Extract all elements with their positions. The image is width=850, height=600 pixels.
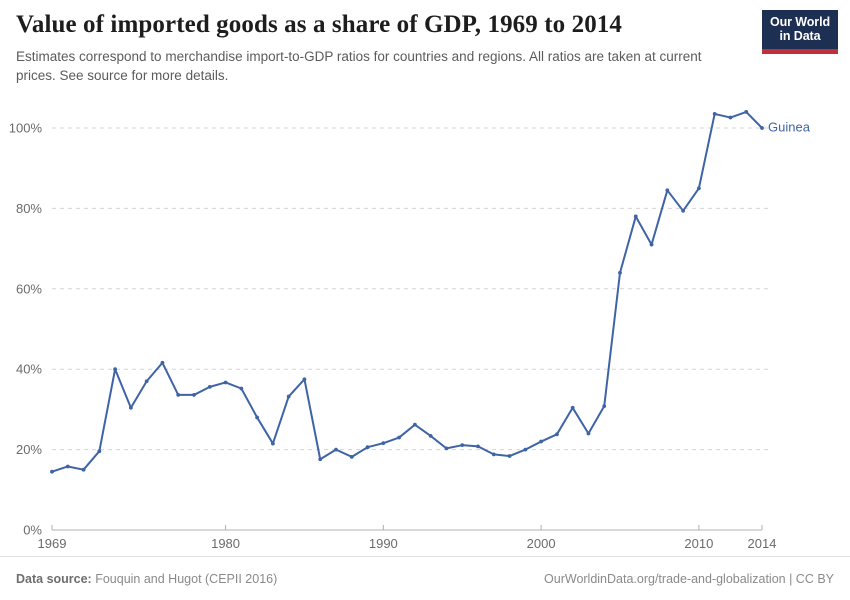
gridlines-group [52,127,768,451]
series-labels-group: Guinea [768,119,811,134]
data-point[interactable] [491,452,496,457]
data-point[interactable] [507,454,512,458]
data-point[interactable] [97,449,102,454]
owid-logo-line1: Our World [770,15,830,29]
x-tick-label: 2000 [527,536,556,551]
data-point[interactable] [444,446,449,451]
data-point[interactable] [349,454,354,459]
data-point[interactable] [618,270,622,275]
data-point[interactable] [586,431,591,436]
x-tick-label: 2014 [748,536,777,551]
data-point[interactable] [665,188,670,193]
data-point[interactable] [649,242,654,247]
data-point[interactable] [81,467,86,472]
data-point[interactable] [476,444,480,449]
data-point[interactable] [255,415,260,420]
owid-logo-line2: in Data [779,29,821,43]
data-source-label: Data source: [16,571,92,586]
footer-attribution[interactable]: OurWorldinData.org/trade-and-globalizati… [544,571,834,586]
data-point[interactable] [50,469,54,474]
data-point[interactable] [523,447,528,452]
data-point[interactable] [539,439,544,444]
data-point[interactable] [460,443,465,448]
data-point[interactable] [760,126,764,130]
data-series-group [50,110,764,474]
data-point[interactable] [381,441,386,446]
data-source-text: Fouquin and Hugot (CEPII 2016) [91,571,278,586]
data-point[interactable] [554,432,559,437]
x-axis: 1969 1980 1990 2000 2010 2014 [38,525,777,551]
owid-logo[interactable]: Our World in Data [762,10,838,54]
y-tick-label: 80% [16,201,42,216]
data-point[interactable] [207,384,212,389]
data-point[interactable] [160,360,165,365]
data-point[interactable] [365,445,370,450]
data-point[interactable] [397,435,402,440]
y-axis-ticks: 0% 20% 40% 60% 80% 100% [9,121,43,538]
x-tick-label: 1969 [38,536,67,551]
data-source: Data source: Fouquin and Hugot (CEPII 20… [16,572,277,586]
y-tick-label: 20% [16,442,42,457]
data-point[interactable] [334,447,338,452]
data-point[interactable] [318,457,323,462]
series-label-guinea[interactable]: Guinea [768,119,811,134]
data-point[interactable] [681,208,686,213]
data-point[interactable] [128,405,133,410]
data-point[interactable] [65,464,70,469]
data-point[interactable] [712,112,717,116]
data-point[interactable] [728,115,733,120]
page-title: Value of imported goods as a share of GD… [16,11,622,38]
data-point[interactable] [602,404,607,409]
chart-header: Value of imported goods as a share of GD… [0,0,850,85]
data-point[interactable] [428,434,433,438]
data-point[interactable] [223,380,228,385]
data-point[interactable] [239,386,244,391]
x-tick-label: 1980 [211,536,240,551]
y-tick-label: 40% [16,362,42,377]
y-tick-label: 100% [9,121,43,136]
y-tick-label: 0% [23,523,42,538]
data-point[interactable] [633,214,638,219]
data-point[interactable] [302,377,307,382]
data-point[interactable] [744,110,749,114]
chart-footer: Data source: Fouquin and Hugot (CEPII 20… [0,556,850,600]
data-point[interactable] [412,422,417,427]
series-line-guinea[interactable] [51,110,763,473]
data-point[interactable] [192,393,196,397]
chart-plot-area[interactable]: 0% 20% 40% 60% 80% 100% 1969 1980 1990 2000 2010 2… [0,96,850,556]
x-tick-label: 2010 [684,536,713,551]
data-point[interactable] [176,393,181,397]
y-tick-label: 60% [16,281,42,296]
data-point[interactable] [113,367,118,372]
data-point[interactable] [570,405,575,410]
data-point[interactable] [270,441,275,446]
line-chart-svg: 0% 20% 40% 60% 80% 100% 1969 1980 1990 2000 2010 2… [9,110,811,551]
x-tick-label: 1990 [369,536,398,551]
data-point[interactable] [696,186,701,191]
data-point[interactable] [144,379,149,384]
data-point[interactable] [286,394,291,399]
chart-subtitle: Estimates correspond to merchandise impo… [16,49,702,83]
